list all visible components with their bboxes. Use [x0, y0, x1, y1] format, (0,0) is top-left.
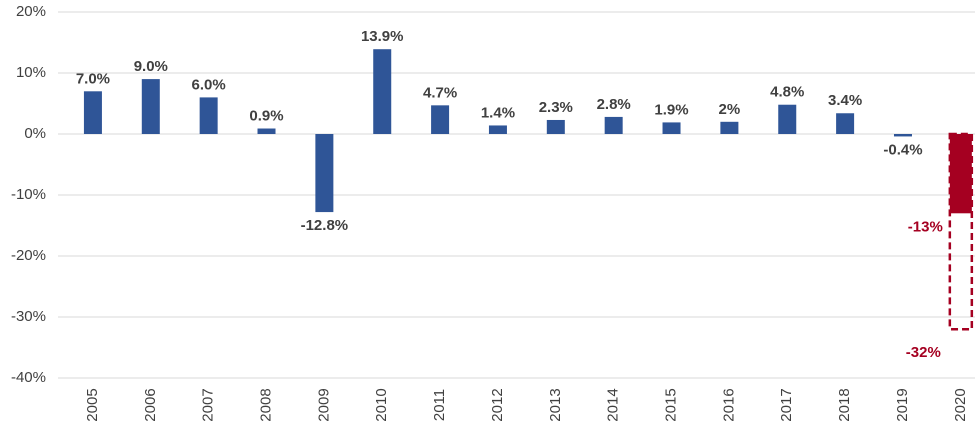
x-tick-label: 2012 — [489, 388, 506, 421]
bar — [373, 49, 392, 134]
value-label: 2.8% — [597, 96, 631, 113]
downside-label: -32% — [906, 344, 941, 361]
x-tick-label: 2011 — [431, 389, 448, 421]
bar — [257, 128, 276, 134]
y-tick-label: -40% — [11, 369, 46, 386]
bar — [893, 134, 912, 137]
x-tick-label: 2016 — [720, 388, 737, 421]
bar — [315, 134, 334, 213]
bar — [199, 97, 218, 134]
value-label: 0.9% — [249, 107, 283, 124]
bar — [836, 113, 855, 134]
x-tick-label: 2007 — [200, 388, 217, 421]
y-tick-label: 10% — [16, 64, 46, 81]
bar — [141, 79, 160, 134]
value-label: 2.3% — [539, 99, 573, 116]
y-tick-label: -10% — [11, 186, 46, 203]
value-label: -13% — [908, 218, 943, 235]
x-tick-label: 2010 — [373, 388, 390, 421]
value-label: 4.8% — [770, 84, 804, 101]
x-tick-label: 2008 — [257, 388, 274, 421]
value-label: 13.9% — [361, 28, 404, 45]
value-label: 7.0% — [76, 70, 110, 87]
value-label: 6.0% — [192, 76, 226, 93]
y-tick-label: 20% — [16, 3, 46, 20]
value-label: 2% — [719, 101, 741, 118]
bar — [83, 91, 102, 134]
value-label: 3.4% — [828, 92, 862, 109]
bar — [546, 119, 565, 134]
x-tick-label: 2020 — [952, 388, 969, 421]
x-tick-label: 2006 — [142, 388, 159, 421]
value-label: 1.4% — [481, 104, 515, 121]
x-tick-label: 2019 — [894, 388, 911, 421]
y-tick-label: -20% — [11, 247, 46, 264]
y-tick-label: -30% — [11, 308, 46, 325]
x-tick-label: 2009 — [315, 388, 332, 421]
bar — [662, 122, 681, 134]
x-tick-label: 2018 — [836, 388, 853, 421]
x-tick-label: 2014 — [605, 388, 622, 421]
value-label: 4.7% — [423, 84, 457, 101]
x-tick-label: 2017 — [778, 388, 795, 421]
value-label: -0.4% — [883, 141, 922, 158]
x-tick-label: 2015 — [662, 388, 679, 421]
bar — [720, 121, 739, 134]
value-label: 1.9% — [654, 101, 688, 118]
bar — [778, 104, 797, 134]
x-tick-label: 2005 — [84, 388, 101, 421]
bar — [949, 134, 972, 214]
x-tick-label: 2013 — [547, 388, 564, 421]
bar — [604, 116, 623, 134]
value-label: -12.8% — [301, 217, 349, 234]
y-tick-label: 0% — [24, 125, 46, 142]
value-label: 9.0% — [134, 58, 168, 75]
bar — [488, 125, 507, 134]
bar — [431, 105, 450, 134]
